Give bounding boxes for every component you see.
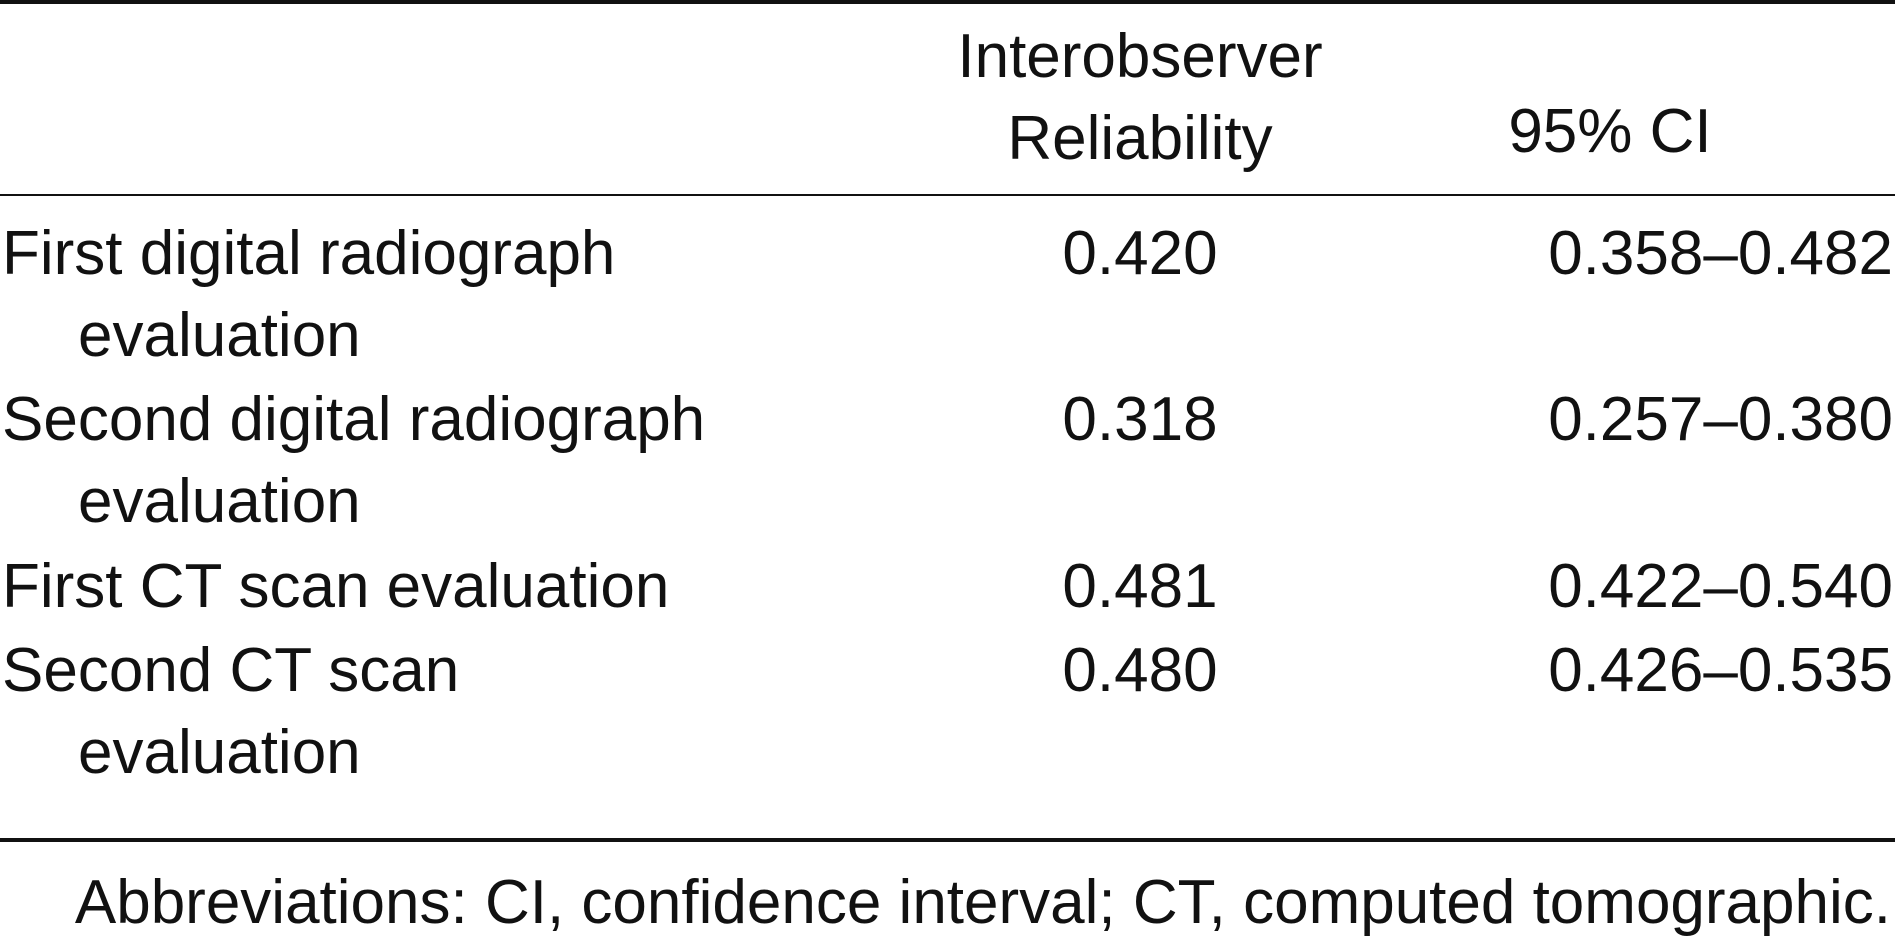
table-row-label: First digital radiograph evaluation xyxy=(2,213,882,377)
column-header-reliability-line2: Reliability xyxy=(1007,104,1273,173)
table-footnote: Abbreviations: CI, confidence interval; … xyxy=(74,868,1891,937)
column-header-ci: 95% CI xyxy=(1508,97,1712,166)
table-row-label: Second CT scan evaluation xyxy=(2,630,882,794)
row-reliability-value: 0.481 xyxy=(1062,552,1218,621)
row-label-line1: Second digital radiograph xyxy=(2,385,706,454)
row-label-line2: evaluation xyxy=(78,718,361,787)
row-reliability-value: 0.420 xyxy=(1062,219,1218,288)
header-divider-rule xyxy=(0,194,1895,196)
table-top-rule xyxy=(0,0,1895,4)
row-ci-value: 0.426–0.535 xyxy=(1548,636,1893,705)
row-ci-value: 0.422–0.540 xyxy=(1548,552,1893,621)
row-label-line1: Second CT scan xyxy=(2,636,460,705)
table-row-label: First CT scan evaluation xyxy=(2,546,882,628)
row-label-line1: First CT scan evaluation xyxy=(2,552,670,621)
row-label-line2: evaluation xyxy=(78,301,361,370)
row-label-line1: First digital radiograph xyxy=(2,219,616,288)
column-header-reliability-line1: Interobserver xyxy=(957,22,1323,91)
row-label-line2: evaluation xyxy=(78,467,361,536)
table-row-label: Second digital radiograph evaluation xyxy=(2,379,882,543)
row-ci-value: 0.358–0.482 xyxy=(1548,219,1893,288)
table-bottom-rule xyxy=(0,838,1895,842)
row-reliability-value: 0.318 xyxy=(1062,385,1218,454)
row-ci-value: 0.257–0.380 xyxy=(1548,385,1893,454)
column-header-reliability: Interobserver Reliability xyxy=(900,16,1380,180)
row-reliability-value: 0.480 xyxy=(1062,636,1218,705)
